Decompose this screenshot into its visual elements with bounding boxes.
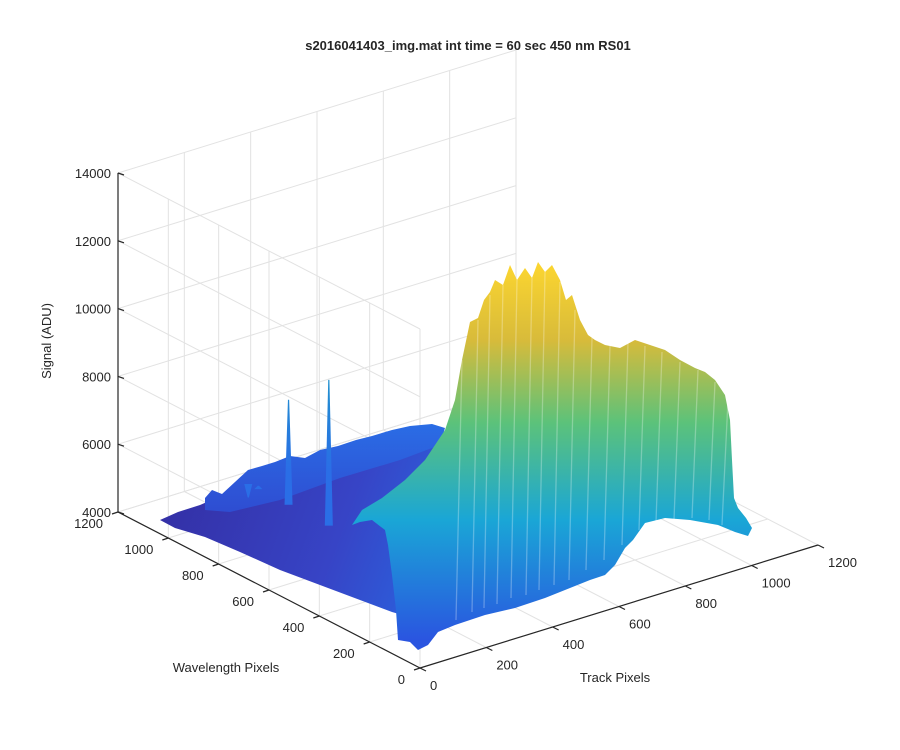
z-tick-label: 12000 bbox=[75, 234, 111, 249]
y-axis-label: Wavelength Pixels bbox=[173, 660, 280, 675]
x-tick-mark bbox=[618, 605, 626, 611]
wall-ridge bbox=[496, 284, 504, 605]
z-tick-label: 10000 bbox=[75, 302, 111, 317]
wall-ridge bbox=[525, 277, 533, 596]
x-tick-label: 1000 bbox=[762, 576, 791, 591]
wall-ridge bbox=[510, 279, 518, 599]
surface-floor bbox=[160, 430, 440, 620]
x-axis-label: Track Pixels bbox=[580, 670, 651, 685]
y-tick-mark bbox=[162, 537, 169, 541]
y-tick-mark bbox=[313, 615, 320, 619]
x-tick-label: 200 bbox=[496, 658, 518, 673]
wall-ridges bbox=[455, 271, 729, 621]
x-tick-label: 0 bbox=[430, 678, 437, 693]
wall-ridge bbox=[655, 351, 663, 523]
z-tick-mark bbox=[117, 375, 125, 379]
z-axis-label: Signal (ADU) bbox=[39, 303, 54, 379]
y-tick-mark bbox=[262, 589, 270, 593]
z-tick-label: 4000 bbox=[82, 505, 111, 520]
x-tick-mark bbox=[685, 585, 692, 590]
surface-mesh bbox=[160, 262, 752, 650]
y-tick-label: 1200 bbox=[74, 516, 103, 531]
spike-peak bbox=[244, 483, 253, 498]
surface-wall bbox=[352, 262, 752, 650]
wall-ridge bbox=[721, 399, 729, 526]
z-tick-label: 14000 bbox=[75, 166, 111, 181]
x-tick-label: 1200 bbox=[828, 555, 857, 570]
y-tick-mark bbox=[111, 511, 119, 515]
x-tick-label: 400 bbox=[563, 637, 585, 652]
x-tick-mark bbox=[419, 667, 427, 672]
z-tick-label: 6000 bbox=[82, 437, 111, 452]
y-tick-mark bbox=[413, 667, 421, 671]
wall-ridge bbox=[638, 345, 646, 531]
x-tick-label: 600 bbox=[629, 617, 651, 632]
spike-series bbox=[244, 379, 333, 526]
z-tick-mark bbox=[117, 511, 125, 515]
y-tick-mark bbox=[212, 563, 219, 567]
y-tick-label: 1000 bbox=[124, 542, 153, 557]
y-tick-label: 200 bbox=[333, 646, 355, 661]
z-tick-mark bbox=[117, 443, 125, 447]
x-tick-mark bbox=[751, 564, 758, 570]
x-tick-mark bbox=[817, 544, 825, 549]
wall-ridge bbox=[471, 319, 479, 613]
x-tick-label: 800 bbox=[695, 596, 717, 611]
wall-ridge bbox=[483, 294, 491, 609]
y-tick-label: 600 bbox=[232, 594, 254, 609]
x-tick-mark bbox=[552, 626, 559, 631]
z-axis-ticks: 4000 6000 8000 10000 12000 14000 bbox=[75, 166, 125, 520]
chart-title: s2016041403_img.mat int time = 60 sec 45… bbox=[305, 38, 631, 53]
x-axis-ticks: 0 200 400 600 800 1000 1200 bbox=[419, 544, 857, 693]
spike-peak bbox=[254, 485, 263, 490]
z-tick-mark bbox=[117, 172, 125, 176]
y-axis-ticks: 0 200 400 600 800 1000 1200 bbox=[74, 511, 421, 687]
wall-ridge bbox=[568, 309, 576, 581]
wall-ridge bbox=[673, 361, 681, 521]
spike-peak bbox=[284, 399, 293, 505]
wall-ridge bbox=[455, 359, 463, 621]
y-tick-label: 0 bbox=[398, 672, 405, 687]
wall-ridge bbox=[538, 271, 546, 591]
x-tick-mark bbox=[486, 646, 493, 652]
z-tick-label: 8000 bbox=[82, 369, 111, 384]
wall-ridge bbox=[708, 381, 716, 521]
wall-ridge bbox=[585, 337, 593, 571]
y-tick-mark bbox=[363, 641, 370, 645]
y-tick-label: 400 bbox=[283, 620, 305, 635]
wall-ridge bbox=[553, 281, 561, 586]
y-tick-label: 800 bbox=[182, 568, 204, 583]
surface-back-ridge bbox=[205, 424, 445, 512]
wall-ridge bbox=[691, 369, 699, 519]
spike-peak bbox=[324, 379, 333, 526]
z-tick-mark bbox=[117, 308, 125, 312]
z-tick-mark bbox=[117, 240, 125, 244]
wall-ridge bbox=[603, 345, 611, 561]
wall-ridge bbox=[621, 341, 629, 546]
